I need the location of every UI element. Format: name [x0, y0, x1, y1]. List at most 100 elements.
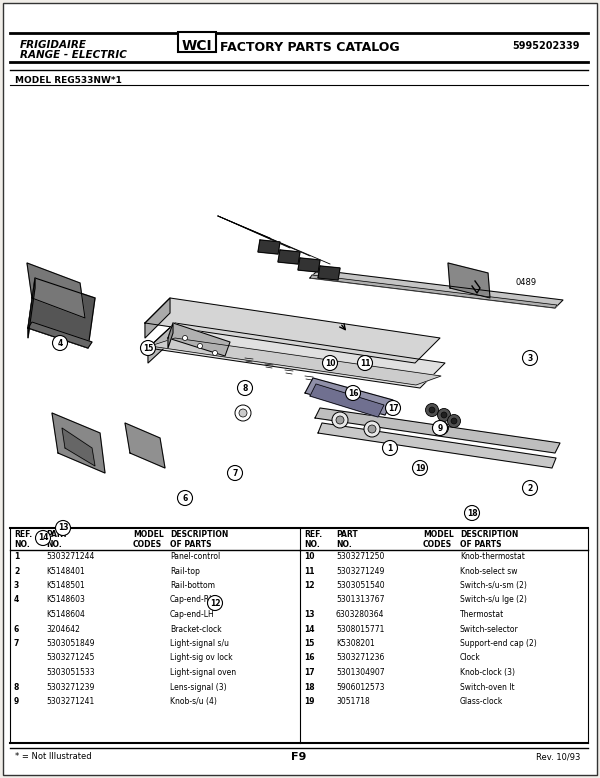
Text: Lens-signal (3): Lens-signal (3)	[170, 682, 227, 692]
Circle shape	[208, 595, 223, 611]
Polygon shape	[315, 408, 560, 453]
Text: 1: 1	[388, 443, 392, 453]
Text: 6: 6	[182, 493, 188, 503]
Text: MODEL REG533NW*1: MODEL REG533NW*1	[15, 76, 122, 85]
Text: 5303271250: 5303271250	[336, 552, 385, 561]
Polygon shape	[168, 323, 230, 356]
Text: MODEL
CODES: MODEL CODES	[423, 530, 454, 549]
Polygon shape	[145, 298, 440, 363]
Text: 3: 3	[14, 581, 19, 590]
Text: K5148401: K5148401	[46, 566, 85, 576]
Text: 13: 13	[58, 524, 68, 532]
Text: FRIGIDAIRE: FRIGIDAIRE	[20, 40, 87, 50]
Polygon shape	[168, 323, 173, 348]
Text: Cap-end-RH: Cap-end-RH	[170, 595, 216, 605]
Text: 5303271236: 5303271236	[336, 654, 385, 663]
Text: Rev. 10/93: Rev. 10/93	[536, 752, 580, 761]
Text: PART
NO.: PART NO.	[336, 530, 358, 549]
Text: 5301304907: 5301304907	[336, 668, 385, 677]
Polygon shape	[258, 240, 280, 254]
Circle shape	[429, 407, 435, 413]
Text: * = Not Illustrated: * = Not Illustrated	[15, 752, 92, 761]
Text: Support-end cap (2): Support-end cap (2)	[460, 639, 537, 648]
Polygon shape	[318, 266, 340, 280]
Text: 12: 12	[304, 581, 314, 590]
Polygon shape	[125, 423, 165, 468]
Polygon shape	[28, 278, 35, 338]
Text: 2: 2	[527, 483, 533, 492]
Polygon shape	[310, 275, 557, 308]
Text: 12: 12	[210, 598, 220, 608]
Text: Light-signal oven: Light-signal oven	[170, 668, 236, 677]
Polygon shape	[148, 323, 445, 388]
Text: 3: 3	[527, 353, 533, 363]
Circle shape	[182, 335, 187, 341]
Text: 6303280364: 6303280364	[336, 610, 385, 619]
Circle shape	[441, 412, 447, 418]
Text: 5301313767: 5301313767	[336, 595, 385, 605]
Text: Thermostat: Thermostat	[460, 610, 504, 619]
Text: Light-sig ov lock: Light-sig ov lock	[170, 654, 233, 663]
Text: Switch-oven lt: Switch-oven lt	[460, 682, 515, 692]
Text: Switch-s/u lge (2): Switch-s/u lge (2)	[460, 595, 527, 605]
Circle shape	[358, 356, 373, 370]
Circle shape	[239, 409, 247, 417]
Text: 5303271245: 5303271245	[46, 654, 94, 663]
Text: 3204642: 3204642	[46, 625, 80, 633]
Text: Knob-s/u (4): Knob-s/u (4)	[170, 697, 217, 706]
Text: RANGE - ELECTRIC: RANGE - ELECTRIC	[20, 50, 127, 60]
Text: Rail-bottom: Rail-bottom	[170, 581, 215, 590]
Text: Knob-select sw: Knob-select sw	[460, 566, 517, 576]
Text: 18: 18	[304, 682, 314, 692]
Text: 0489: 0489	[515, 278, 536, 287]
Polygon shape	[148, 323, 175, 363]
Circle shape	[464, 506, 479, 520]
Text: Bracket-clock: Bracket-clock	[170, 625, 221, 633]
Circle shape	[523, 481, 538, 496]
Text: 5308015771: 5308015771	[336, 625, 385, 633]
Polygon shape	[298, 258, 320, 272]
Circle shape	[227, 465, 242, 481]
Text: Switch-selector: Switch-selector	[460, 625, 519, 633]
Circle shape	[383, 440, 398, 455]
Text: 5303271249: 5303271249	[336, 566, 385, 576]
Text: 4: 4	[14, 595, 19, 605]
Text: 8: 8	[14, 682, 19, 692]
Text: 10: 10	[304, 552, 314, 561]
Text: Glass-clock: Glass-clock	[460, 697, 503, 706]
Circle shape	[368, 425, 376, 433]
Polygon shape	[52, 413, 105, 473]
Text: K5148603: K5148603	[46, 595, 85, 605]
Text: 14: 14	[38, 534, 48, 542]
Circle shape	[439, 425, 445, 431]
Text: 7: 7	[14, 639, 19, 648]
Polygon shape	[62, 428, 95, 466]
Text: K5308201: K5308201	[336, 639, 375, 648]
Text: K5148604: K5148604	[46, 610, 85, 619]
Text: WCI: WCI	[182, 39, 212, 53]
Circle shape	[433, 420, 448, 436]
Polygon shape	[448, 263, 490, 298]
Text: PART
NO.: PART NO.	[46, 530, 68, 549]
Text: 3051718: 3051718	[336, 697, 370, 706]
Polygon shape	[145, 298, 170, 338]
Circle shape	[332, 412, 348, 428]
Text: 19: 19	[304, 697, 314, 706]
Text: 6: 6	[14, 625, 19, 633]
Text: 11: 11	[360, 359, 370, 367]
Bar	[178, 32, 216, 52]
Text: 17: 17	[388, 404, 398, 412]
Circle shape	[448, 415, 461, 427]
Text: Rail-top: Rail-top	[170, 566, 200, 576]
Polygon shape	[310, 384, 384, 417]
Text: 5995202339: 5995202339	[512, 41, 580, 51]
Circle shape	[336, 416, 344, 424]
Text: 1: 1	[14, 552, 19, 561]
Text: 5303051540: 5303051540	[336, 581, 385, 590]
Circle shape	[436, 422, 449, 434]
Text: 7: 7	[232, 468, 238, 478]
Text: 13: 13	[304, 610, 314, 619]
Circle shape	[212, 351, 218, 356]
Text: Panel-control: Panel-control	[170, 552, 220, 561]
Text: 5906012573: 5906012573	[336, 682, 385, 692]
